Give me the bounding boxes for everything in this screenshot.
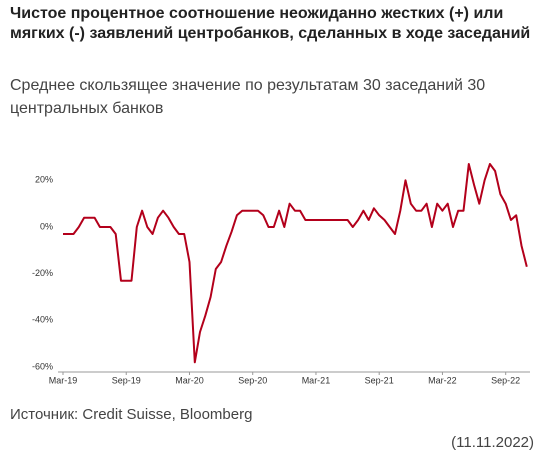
source: Источник: Credit Suisse, Bloomberg — [10, 406, 253, 423]
y-tick-label: 20% — [35, 175, 53, 185]
chart-title: Чистое процентное соотношение неожиданно… — [10, 5, 531, 42]
x-tick-label: Sep-22 — [491, 375, 520, 385]
x-tick-label: Sep-21 — [365, 375, 394, 385]
x-tick-label: Mar-21 — [302, 375, 331, 385]
date: (11.11.2022) — [451, 434, 534, 451]
x-tick-label: Mar-19 — [49, 375, 78, 385]
y-tick-label: -40% — [32, 315, 53, 325]
x-tick-label: Sep-20 — [238, 375, 267, 385]
chart-subtitle: Среднее скользящее значение по результат… — [10, 77, 486, 117]
y-tick-label: 0% — [40, 221, 53, 231]
x-tick-label: Mar-22 — [428, 375, 457, 385]
x-tick-label: Mar-20 — [175, 375, 204, 385]
y-tick-label: -20% — [32, 268, 53, 278]
y-tick-label: -60% — [32, 361, 53, 371]
line — [63, 163, 528, 364]
x-tick-label: Sep-19 — [112, 375, 141, 385]
